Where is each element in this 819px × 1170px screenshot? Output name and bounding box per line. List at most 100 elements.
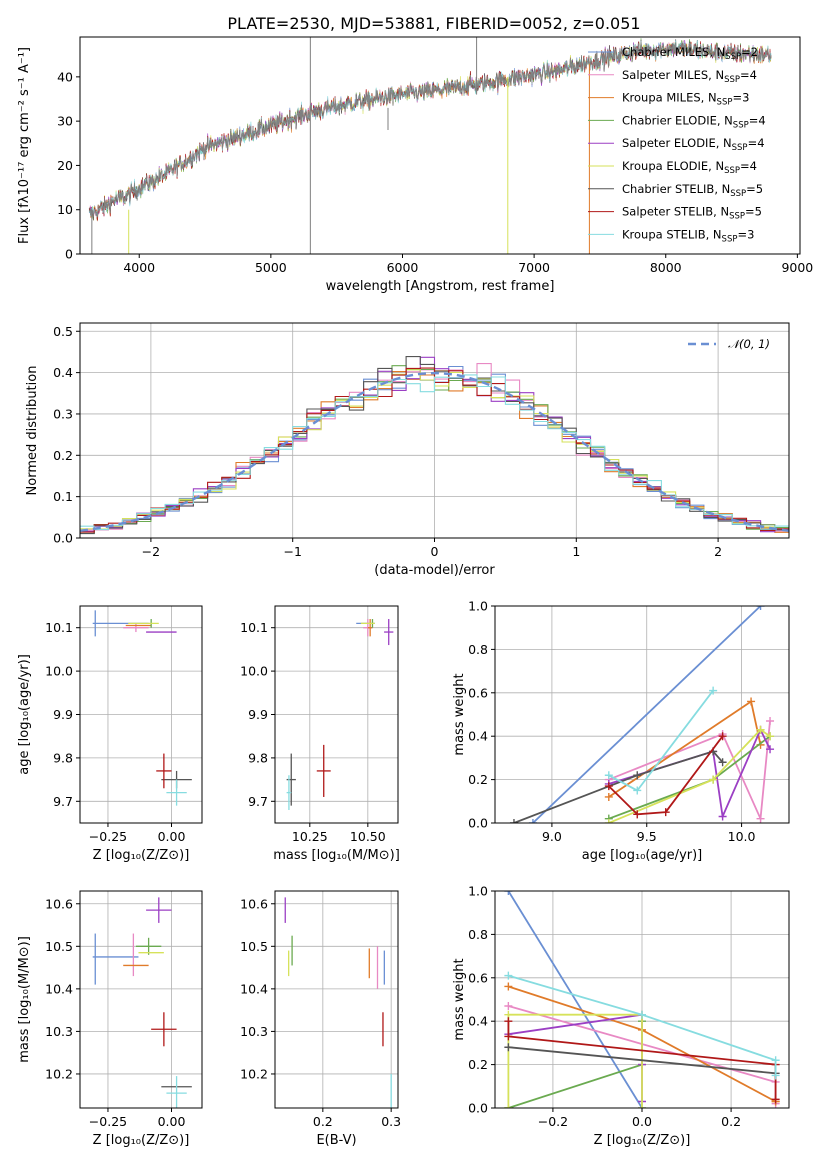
legend-suffix: =5 (745, 205, 762, 219)
series-line (508, 1046, 776, 1075)
errorbar-point (151, 1012, 177, 1047)
mass-weight-series (604, 686, 718, 795)
y-axis-label: age [log₁₀(age/yr)] (17, 654, 32, 775)
y-tick-label: 9.9 (53, 707, 73, 722)
y-tick-label: 0.4 (468, 729, 488, 744)
legend-entry: Salpeter ELODIE, NSSP=4 (622, 136, 765, 153)
series-marker (504, 891, 513, 895)
x-axis-label: (data-model)/error (374, 563, 495, 578)
x-tick-label: −0.25 (89, 829, 127, 844)
y-tick-label: 0.1 (53, 489, 73, 504)
x-tick-label: −0.2 (538, 1114, 568, 1129)
errorbar-point (166, 779, 187, 806)
y-axis-label: Flux [fλ10⁻¹⁷ erg cm⁻² s⁻¹ A⁻¹] (17, 47, 32, 244)
series-line (507, 1013, 643, 1108)
series-marker (771, 1095, 780, 1104)
y-tick-label: 0.4 (53, 365, 73, 380)
y-tick-label: 0.4 (468, 1014, 488, 1029)
legend-entry: Chabrier MILES, NSSP=2 (622, 45, 758, 62)
series-marker (766, 732, 775, 741)
legend-entry: Kroupa ELODIE, NSSP=4 (622, 159, 757, 176)
series-line (608, 720, 771, 823)
axes-mass_vs_ebv: 0.2 0.3 10.2 10.3 10.4 10.5 10.6 E(B-V) (240, 890, 401, 1148)
x-tick-label: 0.00 (158, 829, 186, 844)
x-tick-label: 9.0 (542, 829, 562, 844)
x-tick-label: 10.0 (728, 829, 756, 844)
axes-frame (274, 890, 399, 1109)
errorbar-point (123, 623, 149, 633)
legend-label: Kroupa STELIB, N (622, 227, 722, 241)
legend-entry: Chabrier STELIB, NSSP=5 (622, 182, 763, 199)
x-tick-label: −0.25 (89, 1114, 127, 1129)
mass-weight-series (604, 717, 775, 823)
series-marker (747, 697, 756, 706)
y-tick-label: 9.7 (248, 794, 268, 809)
x-axis-label: Z [log₁₀(Z/Z⊙)] (93, 848, 190, 863)
errorbar-point (316, 744, 331, 797)
x-tick-label: 5000 (255, 260, 287, 275)
axes-age_vs_z: −0.25 0.00 9.7 9.8 9.9 10.0 10.1 Z [log₁₀(Z/Z⊙)… (17, 605, 203, 863)
plots-layer: 4000 5000 6000 7000 8000 9000010203040wavelen… (17, 36, 813, 1148)
legend-entry: Kroupa MILES, NSSP=3 (622, 91, 749, 108)
y-tick-label: 10.3 (45, 1024, 73, 1039)
series-line (507, 891, 643, 1108)
legend-entry: Chabrier ELODIE, NSSP=4 (622, 113, 766, 130)
legend-suffix: =4 (749, 113, 766, 127)
errorbar-point (286, 753, 296, 806)
series-marker (718, 812, 727, 821)
series-marker (604, 782, 613, 791)
legend-label: Chabrier MILES, N (622, 45, 725, 59)
series-marker (756, 725, 765, 734)
x-tick-label: 0.0 (632, 1114, 652, 1129)
x-tick-label: 10.25 (292, 829, 328, 844)
plot-area-mass_vs_ebv (284, 897, 392, 1108)
y-tick-label: 1.0 (468, 599, 488, 614)
y-tick-label: 0.2 (468, 772, 488, 787)
x-tick-label: 6000 (387, 260, 419, 275)
series-marker (504, 982, 513, 991)
series-line (508, 974, 777, 1076)
plot-area-spectrum (88, 37, 772, 254)
x-tick-label: 1 (572, 544, 580, 559)
series-marker (756, 814, 765, 823)
y-tick-label: 0.2 (468, 1057, 488, 1072)
series-marker (771, 1056, 780, 1065)
series-marker (504, 1002, 513, 1011)
y-tick-label: 0.8 (468, 642, 488, 657)
series-line (532, 606, 762, 823)
histogram-step (80, 374, 789, 531)
overlay-residuals: −2 −1 0 1 2 0.0 0.1 0.2 0.3 0.4 0.5 (data-model)/er… (25, 322, 790, 578)
spectrum-legend: Chabrier MILES, NSSP=2 Salpeter MILES, N S… (588, 45, 766, 244)
plot-area-mass_weight_vs_age (509, 606, 775, 823)
series-marker (633, 810, 642, 819)
series-marker (504, 1104, 513, 1108)
mass-weight-series (504, 971, 780, 1080)
x-tick-label: 4000 (123, 260, 155, 275)
overlay-mass_vs_z: −0.25 0.00 10.2 10.3 10.4 10.5 10.6 Z [log₁₀(Z/… (17, 890, 203, 1148)
plot-area-age_vs_mass (286, 619, 394, 810)
overlay-mass_vs_ebv: 0.2 0.3 10.2 10.3 10.4 10.5 10.6 E(B-V) (240, 890, 401, 1148)
x-axis-label: E(B-V) (316, 1133, 356, 1148)
errorbar-point (166, 1076, 187, 1108)
normal-curve (80, 371, 789, 532)
legend-entry: 𝒩(0, 1) (728, 337, 770, 351)
y-axis-label: Normed distribution (25, 366, 40, 496)
legend-suffix: =3 (737, 227, 754, 241)
series-marker (709, 775, 718, 784)
x-tick-label: −2 (142, 544, 160, 559)
errorbar-point (367, 619, 373, 637)
series-marker (766, 717, 775, 726)
y-tick-label: 9.8 (53, 750, 73, 765)
series-marker (504, 1032, 513, 1041)
y-tick-label: 0.3 (53, 406, 73, 421)
y-tick-label: 0.8 (468, 927, 488, 942)
overlay-spectrum: 4000 5000 6000 7000 8000 9000 0 10 20 30 40 wavelen… (17, 36, 813, 294)
legend-subscript: SSP (729, 212, 745, 222)
legend-label: Salpeter MILES, N (622, 68, 724, 82)
y-axis-label: mass weight (452, 958, 467, 1040)
x-tick-label: 9.5 (637, 829, 657, 844)
y-tick-label: 10.4 (240, 981, 268, 996)
y-tick-label: 9.7 (53, 794, 73, 809)
y-tick-label: 0.6 (468, 685, 488, 700)
x-tick-label: 0.2 (313, 1114, 333, 1129)
